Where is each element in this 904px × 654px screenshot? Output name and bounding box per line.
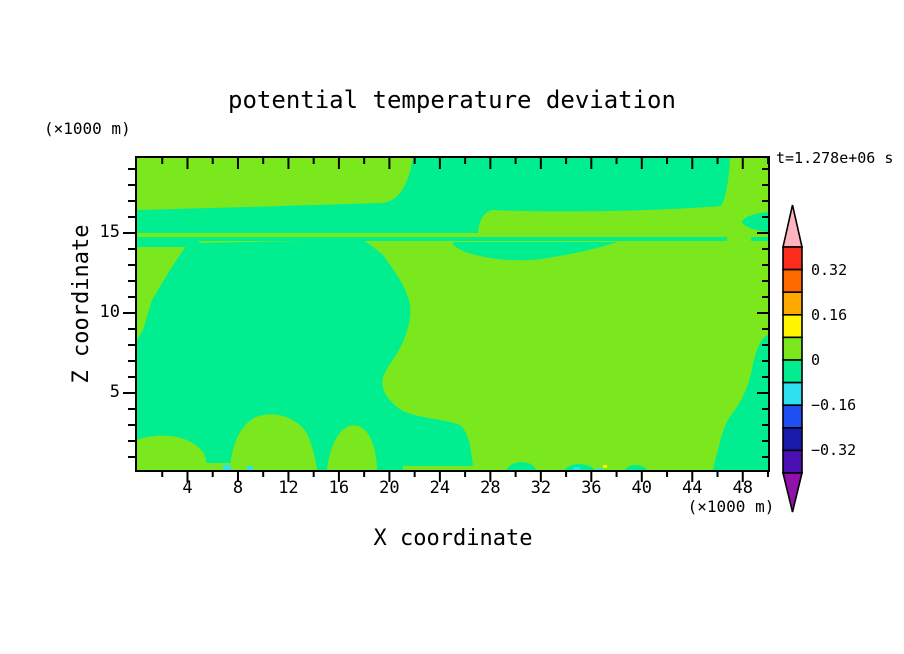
contour-region-left-lower-blob [137,240,473,470]
contour-region-bottom-mound-c [327,425,377,470]
colorbar-band [782,246,803,271]
x-tick-label: 40 [631,478,653,498]
contour-region-cyan-speck-3 [573,467,580,470]
colorbar-label: 0.16 [811,305,848,324]
x-tick-label: 48 [732,478,753,498]
colorbar-band [782,381,803,407]
colorbar-bands [781,204,804,513]
contour-region-bottom-bump-3 [625,465,647,470]
x-tick-label: 36 [581,478,602,498]
contour-region-yellow-speck-1 [603,465,607,468]
colorbar-under-arrow [781,472,804,513]
contour-region-cyan-speck-4 [596,468,602,470]
y-tick-label: 15 [99,222,120,242]
colorbar-label: −0.32 [811,441,857,460]
figure-title: potential temperature deviation [228,86,676,114]
colorbar-band [782,427,803,452]
colorbar-band [782,404,803,429]
x-tick-label: 20 [379,478,400,498]
time-annotation: t=1.278e+06 s [776,149,894,167]
contour-region-bottom-strip-left [137,463,252,470]
y-tick-label: 10 [99,302,120,322]
y-tick-label: 5 [109,382,120,402]
contour-region-bottom-strip-mid [403,466,477,470]
x-tick-label: 44 [682,478,703,498]
colorbar-band [782,449,803,474]
x-tick-label: 32 [530,478,552,498]
contour-region-cyan-speck-2 [247,466,253,470]
x-tick-label: 4 [182,478,193,498]
contour-region-mid-lens [452,242,617,261]
colorbar-label: −0.16 [811,396,857,415]
x-tick-label: 8 [232,478,244,498]
colorbar-band [782,291,803,316]
x-tick-label: 16 [328,478,350,498]
colorbar-band [782,359,803,384]
y-axis-title: Z coordinate [69,224,94,384]
contour-region-bottom-mound-a [137,435,207,470]
plot-area [135,156,770,472]
contour-region-bottom-bump-1 [507,462,536,470]
contour-field [137,158,768,470]
colorbar-over-arrow [781,204,804,248]
x-tick-label: 12 [278,478,299,498]
y-axis-units-label: (×1000 m) [44,119,131,138]
colorbar: 0.32 0.16 0 −0.16 −0.32 [775,198,904,528]
x-axis-units-label: (×1000 m) [687,497,775,516]
x-tick-label: 24 [429,478,451,498]
contour-region-right-edge-half-lens [742,212,768,232]
contour-region-bottom-mound-b [230,414,317,470]
contour-region-right-bottom-strip [713,335,768,470]
x-axis-title: X coordinate [373,526,533,551]
colorbar-band [782,268,803,293]
colorbar-label: 0 [811,351,821,369]
contour-region-upper-band-and-cloud [137,158,730,233]
contour-region-thin-stripe-right-fragment [751,237,768,241]
x-tick-label: 28 [480,478,501,498]
contour-region-cyan-speck-1 [223,465,231,470]
colorbar-band [782,314,803,339]
contour-region-thin-stripe-z15 [137,237,727,247]
colorbar-label: 0.32 [811,260,848,279]
colorbar-band [782,336,803,361]
